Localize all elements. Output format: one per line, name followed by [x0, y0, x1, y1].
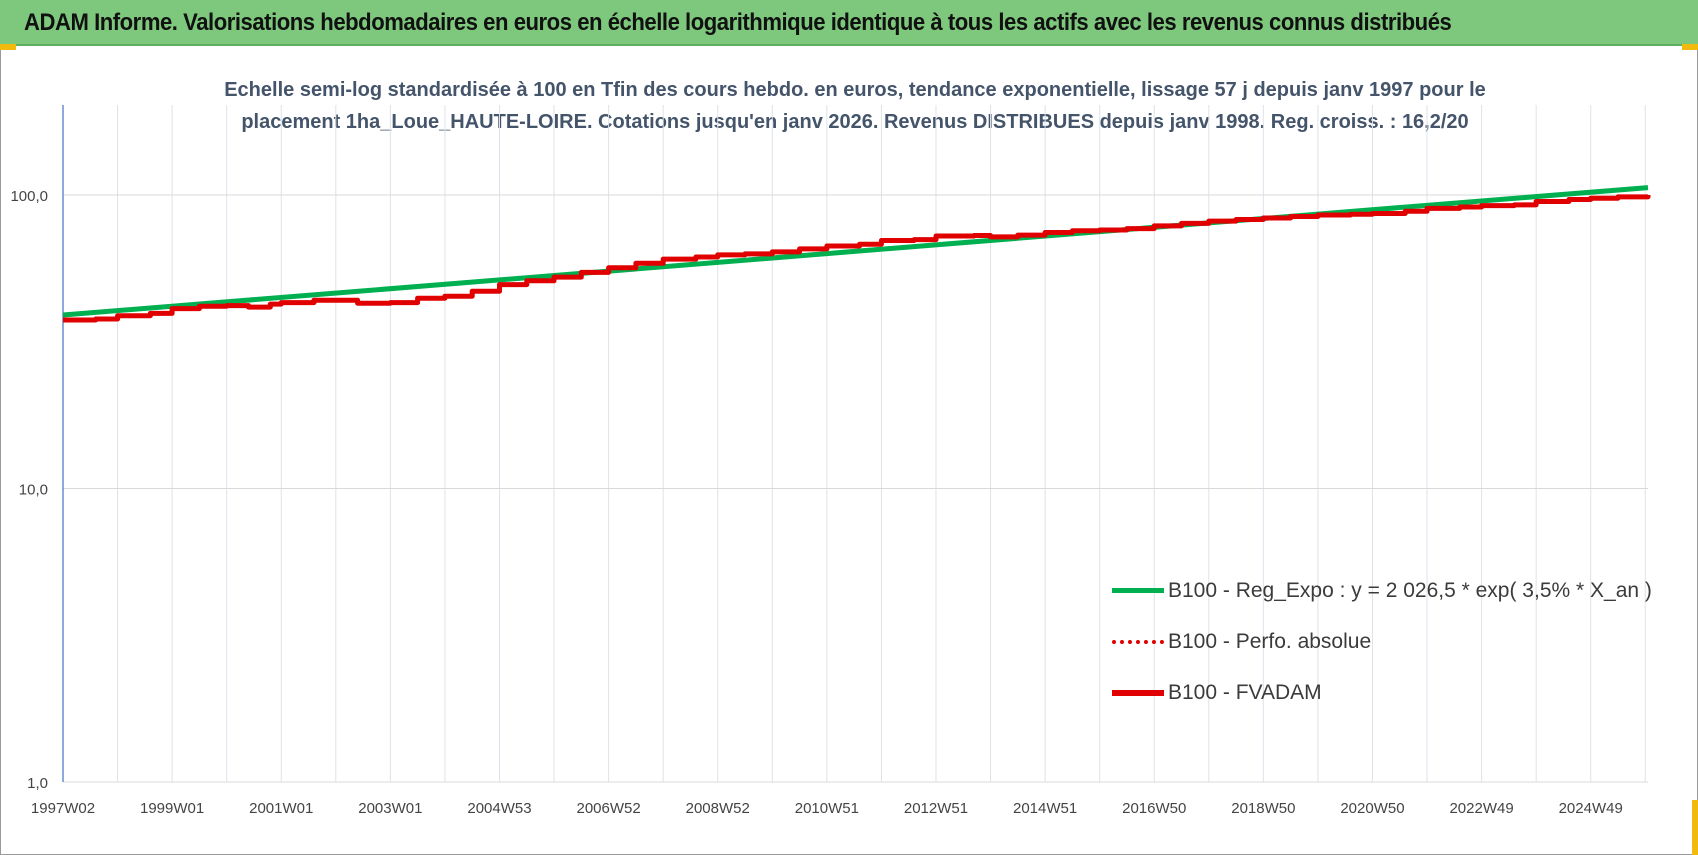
x-tick-label: 2022W49: [1449, 800, 1513, 817]
y-tick-label: 100,0: [10, 188, 48, 205]
chart-title-line-1: Echelle semi-log standardisée à 100 en T…: [224, 79, 1486, 101]
series-line-fvadam: [63, 194, 1651, 323]
x-tick-label: 2012W51: [904, 800, 968, 817]
corner-mark-bottom-right: [1692, 800, 1698, 855]
legend: B100 - Reg_Expo : y = 2 026,5 * exp( 3,5…: [1112, 565, 1652, 718]
x-tick-label: 2003W01: [358, 800, 422, 817]
chart-title-line-2: placement 1ha_Loue_HAUTE-LOIRE. Cotation…: [241, 111, 1469, 133]
y-tick-label: 10,0: [19, 482, 48, 499]
header-title: ADAM Informe. Valorisations hebdomadaire…: [24, 9, 1452, 36]
legend-label-fvadam: B100 - FVADAM: [1168, 680, 1322, 704]
x-tick-label: 2020W50: [1340, 800, 1404, 817]
y-tick-label: 1,0: [27, 775, 48, 792]
chart-title: Echelle semi-log standardisée à 100 en T…: [160, 74, 1550, 138]
legend-item-fvadam: B100 - FVADAM: [1112, 667, 1652, 718]
header-bar: ADAM Informe. Valorisations hebdomadaire…: [0, 0, 1698, 46]
x-tick-label: 2014W51: [1013, 800, 1077, 817]
legend-swatch-green-solid: [1112, 588, 1164, 593]
x-tick-label: 1999W01: [140, 800, 204, 817]
x-tick-label: 1997W02: [31, 800, 95, 817]
legend-swatch-red-solid: [1112, 689, 1164, 696]
legend-item-reg-expo: B100 - Reg_Expo : y = 2 026,5 * exp( 3,5…: [1112, 565, 1652, 616]
corner-mark-top-right: [1682, 44, 1698, 50]
x-tick-label: 2018W50: [1231, 800, 1295, 817]
x-tick-label: 2006W52: [577, 800, 641, 817]
legend-item-perfo-absolue: B100 - Perfo. absolue: [1112, 616, 1652, 667]
x-tick-label: 2010W51: [795, 800, 859, 817]
x-tick-label: 2001W01: [249, 800, 313, 817]
x-tick-label: 2024W49: [1559, 800, 1623, 817]
x-tick-label: 2004W53: [467, 800, 531, 817]
legend-label-perfo-absolue: B100 - Perfo. absolue: [1168, 629, 1372, 653]
series-line-reg-expo: [62, 185, 1649, 318]
x-tick-label: 2016W50: [1122, 800, 1186, 817]
legend-label-reg-expo: B100 - Reg_Expo : y = 2 026,5 * exp( 3,5…: [1168, 578, 1652, 602]
legend-swatch-red-dotted: [1112, 639, 1164, 644]
x-tick-label: 2008W52: [686, 800, 750, 817]
corner-mark-top-left: [0, 44, 16, 50]
